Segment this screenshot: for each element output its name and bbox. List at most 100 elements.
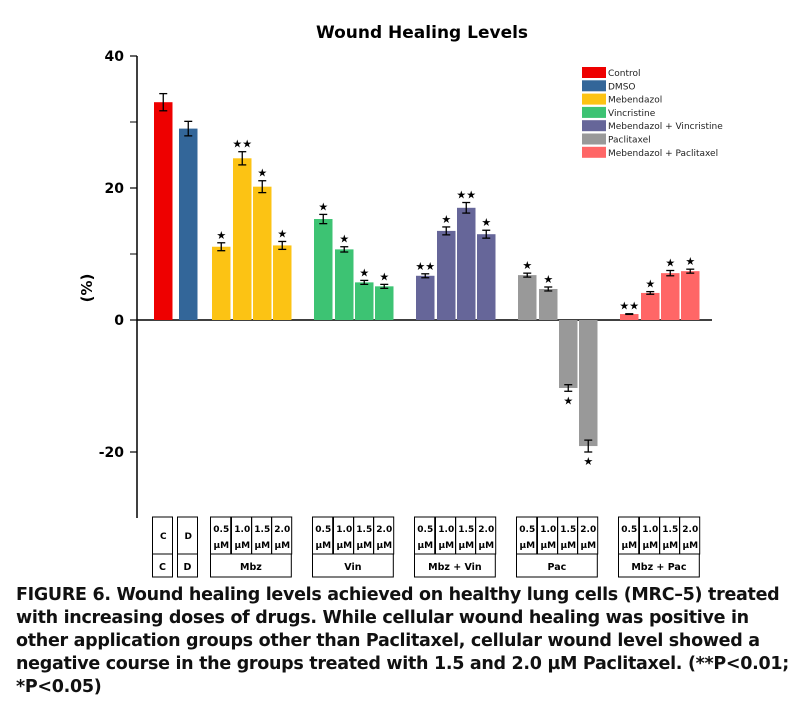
bar xyxy=(314,219,333,320)
significance-marker: ★ xyxy=(318,200,328,213)
significance-marker: ★ xyxy=(522,259,532,272)
dose-label: 1.5 xyxy=(458,525,474,535)
dose-label: 0.5 xyxy=(315,525,331,535)
dose-label: 0.5 xyxy=(519,525,535,535)
bar xyxy=(437,230,456,320)
y-axis-label: (%) xyxy=(78,274,96,303)
dose-label: 1.0 xyxy=(540,525,556,535)
dose-unit-label: µM xyxy=(519,541,535,551)
dose-unit-label: µM xyxy=(417,541,433,551)
dose-unit-label: µM xyxy=(376,541,392,551)
dose-unit-label: µM xyxy=(336,541,352,551)
legend-label: Control xyxy=(608,69,641,79)
group-label: Mbz xyxy=(240,562,262,573)
legend-swatch xyxy=(582,67,606,78)
group-cell xyxy=(516,553,598,578)
group-cell xyxy=(414,553,496,578)
bar xyxy=(620,314,639,320)
significance-marker: ★★ xyxy=(619,300,639,313)
bar xyxy=(579,320,598,447)
bar xyxy=(416,275,435,320)
group-cell xyxy=(177,553,198,578)
dose-label: 1.0 xyxy=(234,525,250,535)
dose-label: C xyxy=(160,532,167,542)
group-label: Mbz + Pac xyxy=(631,562,686,573)
significance-marker: ★ xyxy=(563,394,573,407)
bar xyxy=(233,158,252,320)
bar xyxy=(559,320,578,388)
group-label: Mbz + Vin xyxy=(428,562,482,573)
dose-label: 2.0 xyxy=(274,525,290,535)
significance-marker: ★★ xyxy=(232,138,252,151)
bar xyxy=(661,273,680,320)
significance-marker: ★ xyxy=(359,266,369,279)
caption-label: FIGURE 6. xyxy=(16,585,111,605)
figure-caption: FIGURE 6. Wound healing levels achieved … xyxy=(16,584,791,699)
significance-marker: ★ xyxy=(257,167,267,180)
legend-label: Mebendazol + Paclitaxel xyxy=(608,149,718,159)
dose-label: 2.0 xyxy=(682,525,698,535)
dose-label: D xyxy=(185,532,192,542)
significance-marker: ★ xyxy=(665,257,675,270)
dose-unit-label: µM xyxy=(356,541,372,551)
dose-unit-label: µM xyxy=(682,541,698,551)
bar xyxy=(212,246,231,320)
legend-label: Mebendazol xyxy=(608,96,662,106)
dose-label: 1.0 xyxy=(438,525,454,535)
bar xyxy=(355,282,374,320)
dose-unit-label: µM xyxy=(621,541,637,551)
significance-marker: ★ xyxy=(339,233,349,246)
dose-label: 0.5 xyxy=(213,525,229,535)
significance-marker: ★ xyxy=(441,213,451,226)
dose-unit-label: µM xyxy=(478,541,494,551)
chart-title: Wound Healing Levels xyxy=(316,23,528,43)
significance-marker: ★ xyxy=(277,227,287,240)
legend-label: DMSO xyxy=(608,82,636,92)
legend-label: Vincristine xyxy=(608,109,656,119)
y-tick-label: 40 xyxy=(105,49,125,65)
dose-label: 1.5 xyxy=(356,525,372,535)
dose-label: 1.5 xyxy=(560,525,576,535)
dose-label: 1.0 xyxy=(642,525,658,535)
legend-swatch xyxy=(582,106,606,118)
bar xyxy=(681,271,700,320)
group-cell xyxy=(152,553,173,578)
group-cell xyxy=(210,553,292,578)
bar xyxy=(375,286,394,320)
bar xyxy=(477,234,496,320)
bar xyxy=(179,128,198,320)
dose-unit-label: µM xyxy=(234,541,250,551)
dose-label: 1.5 xyxy=(662,525,678,535)
caption-text: Wound healing levels achieved on healthy… xyxy=(16,585,780,674)
y-tick-label: 20 xyxy=(105,181,125,197)
significance-marker: ★ xyxy=(543,273,553,286)
legend-swatch xyxy=(582,120,606,132)
dose-label: 2.0 xyxy=(376,525,392,535)
legend-swatch xyxy=(582,146,606,158)
significance-marker: ★ xyxy=(583,455,593,468)
dose-label: 0.5 xyxy=(621,525,637,535)
dose-unit-label: µM xyxy=(438,541,454,551)
significance-marker: ★★ xyxy=(415,260,435,273)
legend-swatch xyxy=(582,93,606,105)
legend-label: Paclitaxel xyxy=(608,136,651,146)
legend-label: Mebendazol + Vincristine xyxy=(608,122,723,132)
bar xyxy=(539,288,558,320)
caption-significance-note: (**P<0.01; *P<0.05) xyxy=(16,654,789,697)
dose-label: 2.0 xyxy=(478,525,494,535)
group-label: Pac xyxy=(548,562,567,573)
dose-unit-label: µM xyxy=(315,541,331,551)
bar xyxy=(253,186,272,320)
significance-marker: ★ xyxy=(216,229,226,242)
dose-unit-label: µM xyxy=(254,541,270,551)
bar xyxy=(273,245,292,320)
dose-unit-label: µM xyxy=(213,541,229,551)
y-tick-label: 0 xyxy=(114,313,124,329)
dose-unit-label: µM xyxy=(458,541,474,551)
dose-unit-label: µM xyxy=(642,541,658,551)
significance-marker: ★ xyxy=(379,270,389,283)
dose-label: 2.0 xyxy=(580,525,596,535)
bar-chart: Wound Healing Levels40200-20(%)ControlDM… xyxy=(78,23,723,578)
bar xyxy=(154,102,173,320)
group-cell xyxy=(618,553,700,578)
